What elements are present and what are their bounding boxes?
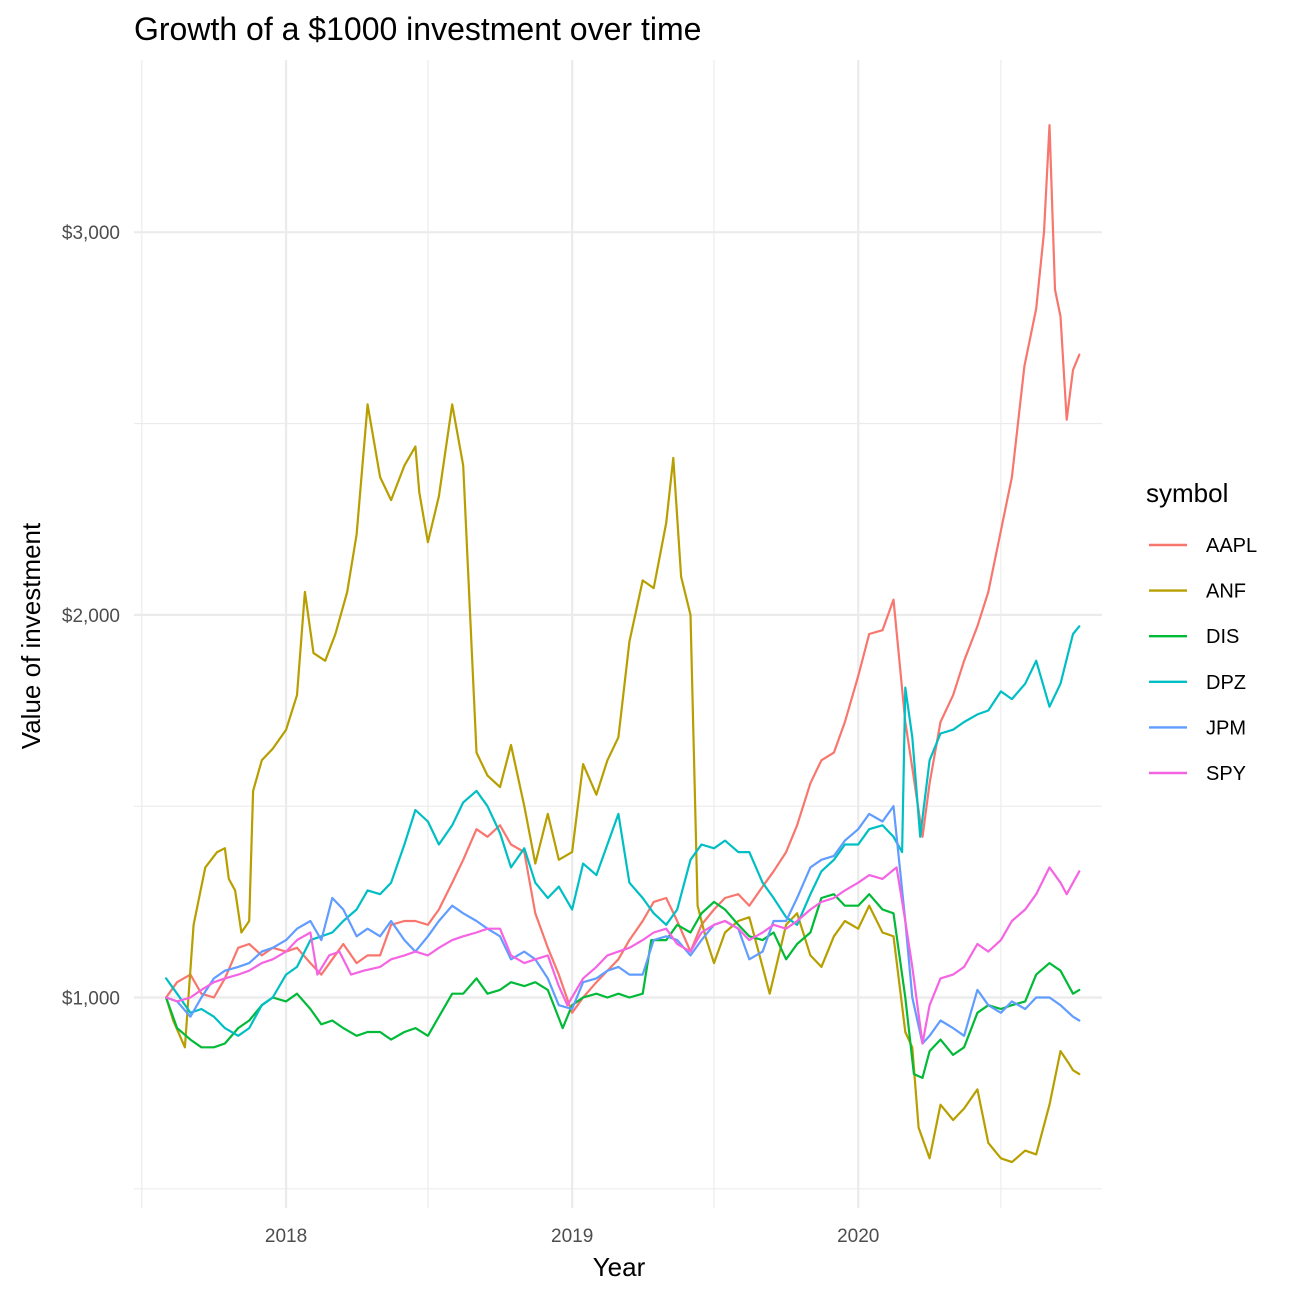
legend-label-dis: DIS [1206,626,1239,648]
legend: symbol AAPL ANF DIS DPZ JPM SPY [1146,478,1257,785]
legend-title: symbol [1146,478,1228,508]
legend-label-jpm: JPM [1206,717,1246,739]
legend-label-spy: SPY [1206,763,1246,785]
legend-label-dpz: DPZ [1206,672,1246,694]
series-line-dis [165,893,1081,1079]
x-axis-title: Year [593,1252,646,1282]
series-line-dpz [165,625,1081,1037]
series-line-jpm [165,805,1081,1045]
legend-label-anf: ANF [1206,581,1246,603]
x-tick-label: 2020 [837,1226,879,1247]
series-line-aapl [165,124,1081,1014]
y-axis-tick-labels: $1,000 $2,000 $3,000 [62,223,120,1009]
series-line-spy [165,866,1081,1045]
series-line-anf [165,403,1081,1164]
y-axis-title: Value of investment [16,522,46,749]
y-tick-label: $3,000 [62,223,120,244]
chart-title: Growth of a $1000 investment over time [134,11,701,47]
x-axis-tick-labels: 2018 2019 2020 [265,1226,879,1247]
x-tick-label: 2019 [551,1226,593,1247]
grid-lines [134,60,1102,1208]
y-tick-label: $1,000 [62,989,120,1010]
x-tick-label: 2018 [265,1226,307,1247]
y-tick-label: $2,000 [62,606,120,627]
legend-label-aapl: AAPL [1206,535,1257,557]
series-lines [165,124,1081,1164]
